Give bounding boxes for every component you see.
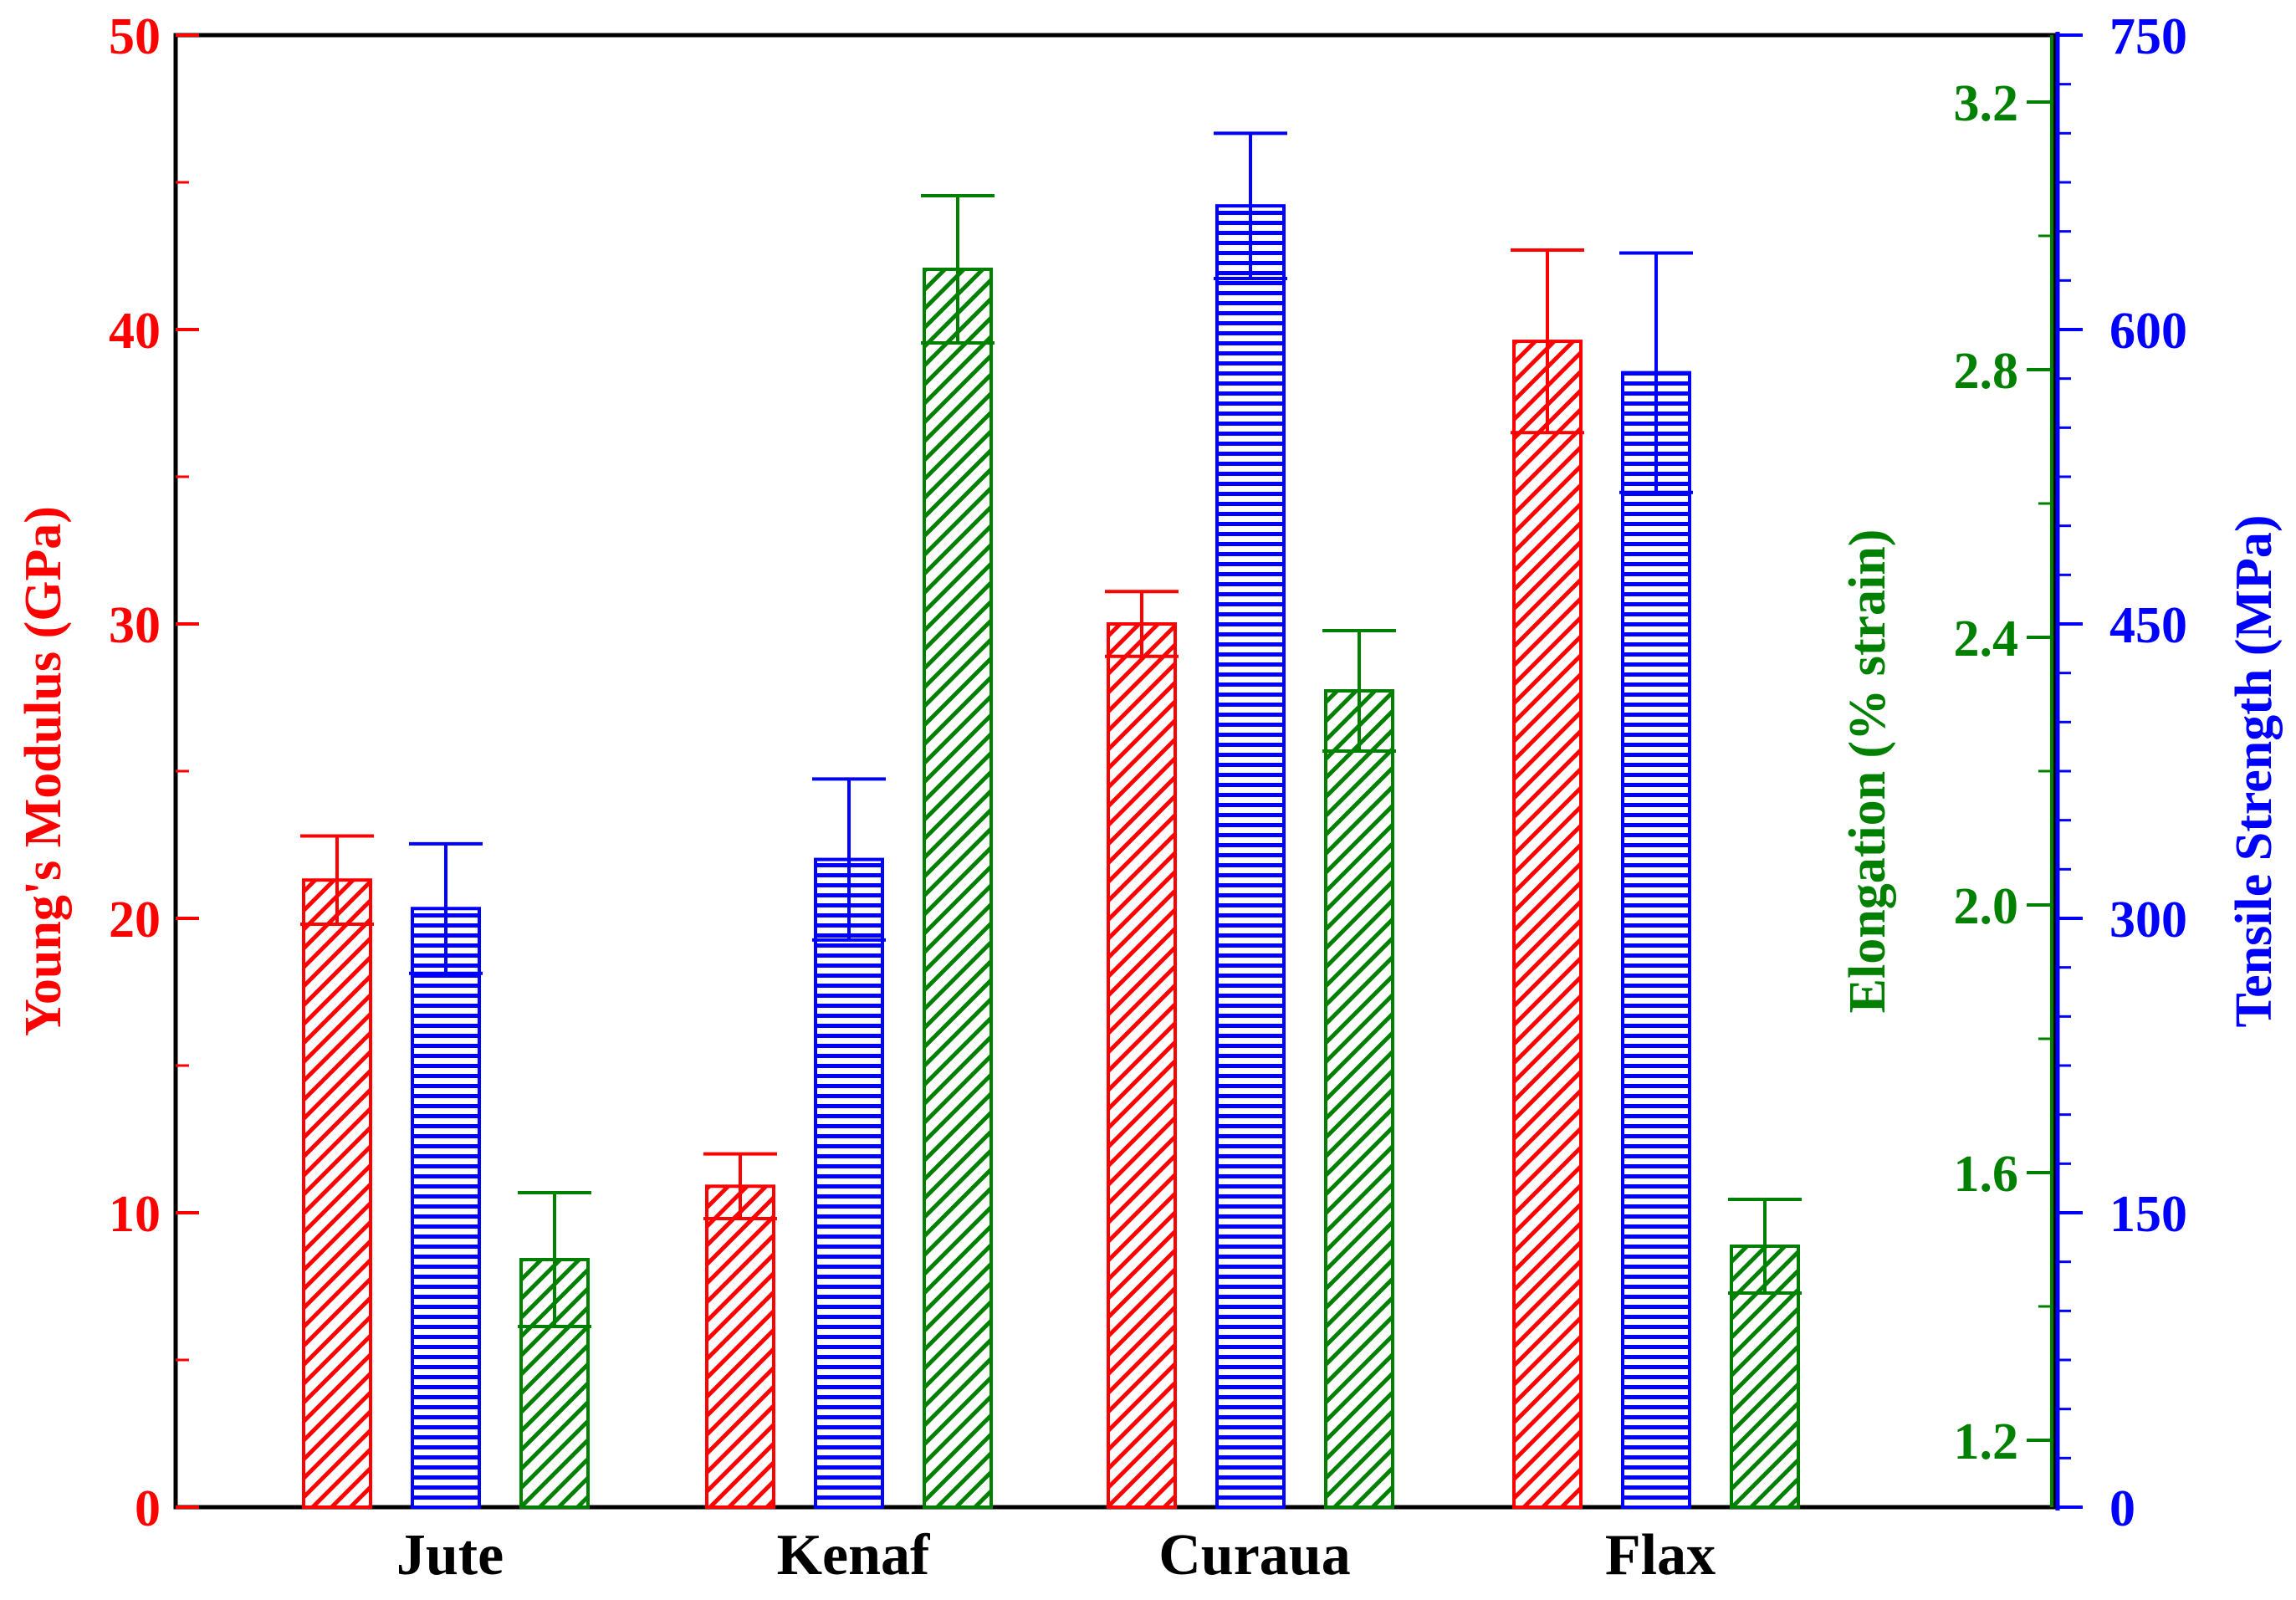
right-tick-label: 450 [2109, 597, 2187, 654]
error-bar [1322, 629, 1396, 753]
bar-left-jute [302, 878, 372, 1509]
right-tick-label: 0 [2109, 1480, 2135, 1537]
left-tick-label: 0 [135, 1480, 161, 1537]
error-bar [921, 194, 995, 345]
right-tick-label: 300 [2109, 892, 2187, 948]
category-label: Kenaf [777, 1523, 930, 1587]
bar-middle-kenaf [923, 268, 993, 1509]
error-bar [518, 1191, 591, 1328]
left-tick-label: 40 [109, 303, 161, 360]
category-label: Flax [1605, 1523, 1716, 1587]
error-bar [1511, 248, 1584, 435]
left-axis: 0 10 20 30 40 50 [109, 8, 199, 1537]
left-tick-label: 30 [109, 597, 161, 654]
error-bar [1214, 131, 1287, 280]
middle-axis-title: Elongation (% strain) [1839, 529, 1896, 1014]
bars [300, 131, 1802, 1510]
bar-middle-curaua [1324, 689, 1394, 1509]
bar-left-curaua [1107, 622, 1177, 1509]
error-bar [1728, 1198, 1802, 1295]
error-bar [300, 834, 374, 927]
category-labels: Jute Kenaf Curaua Flax [396, 1523, 1716, 1587]
error-bar [409, 841, 483, 975]
middle-tick-label: 2.0 [1954, 878, 2019, 935]
right-axis: 0 150 300 450 600 750 [2055, 8, 2187, 1537]
middle-tick-label: 2.4 [1954, 611, 2019, 667]
bar-left-flax [1512, 340, 1583, 1510]
left-tick-label: 20 [109, 892, 161, 948]
error-bar [703, 1152, 777, 1221]
bar-right-jute [411, 907, 481, 1510]
middle-tick-label: 1.2 [1954, 1413, 2019, 1470]
middle-axis: 1.2 1.6 2.0 2.4 2.8 3.2 [1954, 35, 2053, 1507]
error-bar [812, 777, 886, 942]
bar-right-curaua [1215, 204, 1286, 1509]
category-label: Curaua [1158, 1523, 1350, 1587]
bar-right-flax [1621, 371, 1691, 1509]
left-axis-title: Young's Modulus (GPa) [15, 506, 72, 1036]
right-axis-title: Tensile Strength (MPa) [2226, 514, 2283, 1027]
bar-left-kenaf [705, 1184, 775, 1509]
middle-tick-label: 2.8 [1954, 343, 2019, 400]
middle-tick-label: 1.6 [1954, 1146, 2019, 1203]
left-tick-label: 10 [109, 1186, 161, 1243]
right-tick-label: 750 [2109, 8, 2187, 65]
middle-tick-label: 3.2 [1954, 75, 2019, 132]
error-bar [1105, 590, 1179, 658]
bar-right-kenaf [814, 857, 884, 1509]
right-tick-label: 600 [2109, 303, 2187, 360]
right-tick-label: 150 [2109, 1186, 2187, 1243]
left-tick-label: 50 [109, 8, 161, 65]
category-label: Jute [396, 1523, 504, 1587]
error-bar [1619, 251, 1693, 494]
